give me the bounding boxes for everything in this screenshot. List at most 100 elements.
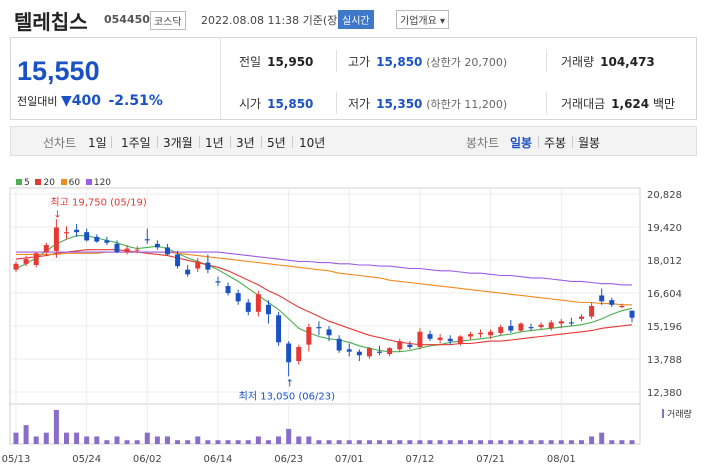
volume-bar (205, 440, 211, 444)
tab-3y[interactable]: 3년 (236, 136, 255, 150)
candle (164, 247, 170, 255)
volume-bar (478, 440, 484, 444)
candle (53, 227, 59, 251)
tab-3m[interactable]: 3개월 (163, 136, 193, 150)
volume-bar (427, 440, 433, 444)
legend-swatch (60, 179, 67, 185)
candle (306, 327, 312, 345)
tab-10y[interactable]: 10년 (299, 136, 326, 150)
stock-name: 텔레칩스 (14, 10, 88, 34)
divider (546, 92, 547, 114)
candle (114, 243, 120, 253)
volume-bar (518, 440, 524, 444)
volume-bar (508, 440, 514, 444)
candle (235, 293, 241, 302)
realtime-badge[interactable]: 실시간 (338, 10, 374, 29)
candle (366, 348, 372, 357)
divider (230, 136, 231, 148)
candle (215, 281, 221, 283)
volume-bar (74, 432, 80, 444)
candle (457, 336, 463, 344)
candle (144, 239, 150, 241)
legend-item-5: 5 (16, 178, 30, 188)
volume-bar (377, 440, 383, 444)
volume-bar (488, 440, 494, 444)
candle (579, 316, 585, 319)
volume-bar (326, 440, 332, 444)
divider (199, 136, 200, 148)
volume-label: 거래량 (561, 55, 595, 69)
volume-bar (346, 440, 352, 444)
volume-bars (13, 410, 635, 444)
legend-label: 20 (43, 178, 55, 188)
legend-label: 60 (68, 178, 81, 188)
tab-1w[interactable]: 1주일 (121, 136, 151, 150)
candle (13, 263, 19, 270)
volume-bar (124, 440, 130, 444)
volume-bar (356, 440, 362, 444)
volume-bar (467, 440, 473, 444)
tab-5y[interactable]: 5년 (267, 136, 286, 150)
divider (111, 136, 112, 148)
company-info-button[interactable]: 기업개요 ▾ (396, 10, 449, 29)
volume-bar (175, 440, 181, 444)
candle (346, 349, 352, 352)
prev-close-value: 15,950 (267, 55, 314, 69)
volume-bar (498, 440, 504, 444)
tab-weekly[interactable]: 주봉 (544, 136, 567, 150)
candlestick-chart[interactable]: 20,828 19,420 18,012 16,604 15,196 13,788 12,3… (0, 182, 707, 469)
market-badge: 코스닥 (150, 11, 186, 30)
divider (572, 136, 573, 148)
lower-limit: (하한가 11,200) (426, 98, 508, 111)
volume-bar (63, 432, 69, 444)
volume-bar (316, 440, 322, 444)
tab-1d[interactable]: 1일 (88, 136, 107, 150)
candle (43, 245, 49, 253)
legend-label: 120 (93, 178, 112, 188)
amount-cell: 거래대금 1,624 백만 (561, 95, 675, 112)
volume-bar (255, 436, 261, 444)
tab-1y[interactable]: 1년 (205, 136, 224, 150)
tab-monthly[interactable]: 월봉 (578, 136, 601, 150)
quote-panel: 15,550 전일대비 ▼400 -2.51% 전일 15,950 고가 15,85… (10, 37, 697, 120)
candle (296, 347, 302, 362)
line-chart-label[interactable]: 선차트 (43, 136, 77, 150)
divider (336, 92, 337, 114)
x-tick-label: 07/01 (335, 454, 364, 465)
volume-bar (185, 440, 191, 444)
candle (528, 327, 534, 329)
volume-bar (225, 440, 231, 444)
amount-value: 1,624 (611, 97, 650, 111)
quote-datetime: 2022.08.08 11:38 기준(장중) (201, 14, 352, 27)
open-label: 시가 (239, 97, 262, 111)
tab-daily[interactable]: 일봉 (510, 136, 533, 150)
candle (104, 240, 110, 243)
divider (157, 136, 158, 148)
legend-label: 5 (24, 178, 30, 188)
candle (447, 338, 453, 342)
candle (498, 327, 504, 333)
down-arrow-icon: ▼ (60, 93, 72, 109)
amount-label: 거래대금 (561, 97, 606, 111)
candle-chart-label[interactable]: 봉차트 (466, 136, 500, 150)
divider (261, 136, 262, 148)
volume-bar (84, 436, 90, 444)
candle (629, 310, 635, 318)
candle (609, 300, 615, 305)
high-value: 15,850 (376, 55, 423, 69)
legend-swatch (85, 179, 92, 185)
high-annotation: 최고 19,750 (05/19) (50, 196, 146, 208)
candle (558, 321, 564, 324)
divider (546, 50, 547, 72)
candle (467, 334, 473, 337)
x-tick-label: 05/13 (2, 454, 31, 465)
candle (74, 229, 80, 233)
candle (225, 286, 231, 294)
low-value: 15,350 (376, 97, 423, 111)
volume-bar (296, 436, 302, 444)
volume-bar (276, 436, 282, 444)
candle (134, 249, 140, 251)
legend-swatch (35, 179, 42, 185)
price-plot-area (9, 187, 641, 405)
volume-bar (619, 440, 625, 444)
